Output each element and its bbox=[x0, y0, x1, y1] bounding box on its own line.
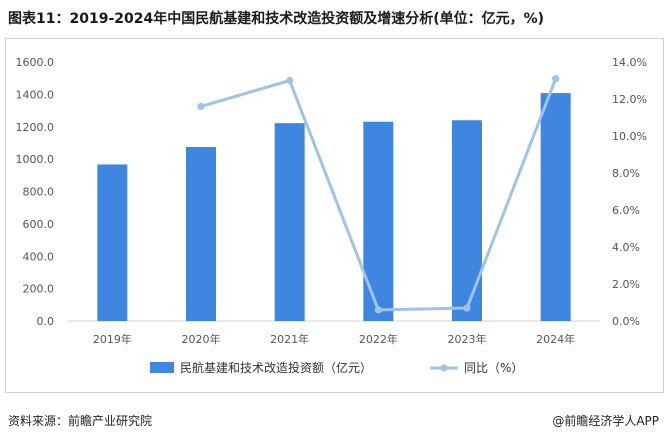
brand-label: @前瞻经济学人APP bbox=[552, 414, 659, 428]
x-tick-label: 2023年 bbox=[448, 332, 487, 346]
y-left-tick-label: 400.0 bbox=[23, 250, 55, 263]
growth-point bbox=[463, 304, 471, 312]
x-tick-label: 2022年 bbox=[359, 332, 398, 346]
legend-line-marker bbox=[440, 364, 448, 372]
x-tick-label: 2024年 bbox=[536, 332, 575, 346]
bar bbox=[186, 146, 216, 321]
y-right-tick-label: 0.0% bbox=[612, 315, 640, 328]
y-left-tick-label: 600.0 bbox=[23, 218, 55, 231]
bar bbox=[540, 93, 571, 321]
legend-bar-label: 民航基建和技术改造投资额（亿元） bbox=[180, 360, 372, 375]
y-right-tick-label: 4.0% bbox=[612, 241, 640, 254]
y-right-tick-label: 8.0% bbox=[612, 167, 640, 180]
x-tick-label: 2020年 bbox=[182, 332, 221, 346]
y-left-tick-label: 1400.0 bbox=[16, 88, 55, 101]
y-right-tick-label: 14.0% bbox=[612, 56, 647, 69]
bar bbox=[363, 121, 394, 321]
growth-point bbox=[552, 75, 560, 83]
y-left-tick-label: 1000.0 bbox=[16, 153, 55, 166]
bar bbox=[97, 164, 128, 321]
y-right-tick-label: 6.0% bbox=[612, 204, 640, 217]
y-left-tick-label: 200.0 bbox=[23, 283, 55, 296]
legend-bar-swatch bbox=[150, 362, 174, 373]
growth-point bbox=[197, 102, 205, 110]
x-tick-label: 2019年 bbox=[93, 332, 132, 346]
y-left-tick-label: 800.0 bbox=[23, 186, 55, 199]
bar bbox=[452, 120, 482, 322]
x-tick-label: 2021年 bbox=[270, 332, 309, 346]
y-left-tick-label: 0.0 bbox=[37, 315, 55, 328]
chart-title: 图表11：2019-2024年中国民航基建和技术改造投资额及增速分析(单位：亿元… bbox=[8, 11, 545, 27]
source-note: 资料来源：前瞻产业研究院 bbox=[8, 414, 153, 428]
chart-frame bbox=[5, 38, 664, 393]
y-right-tick-label: 2.0% bbox=[612, 278, 640, 291]
bar bbox=[274, 123, 305, 321]
growth-point bbox=[286, 76, 294, 85]
y-right-tick-label: 10.0% bbox=[612, 130, 647, 143]
growth-point bbox=[374, 306, 382, 314]
y-right-tick-label: 12.0% bbox=[612, 93, 647, 106]
legend-line-label: 同比（%） bbox=[464, 361, 523, 375]
y-left-tick-label: 1200.0 bbox=[16, 121, 55, 134]
y-left-tick-label: 1600.0 bbox=[16, 56, 55, 69]
